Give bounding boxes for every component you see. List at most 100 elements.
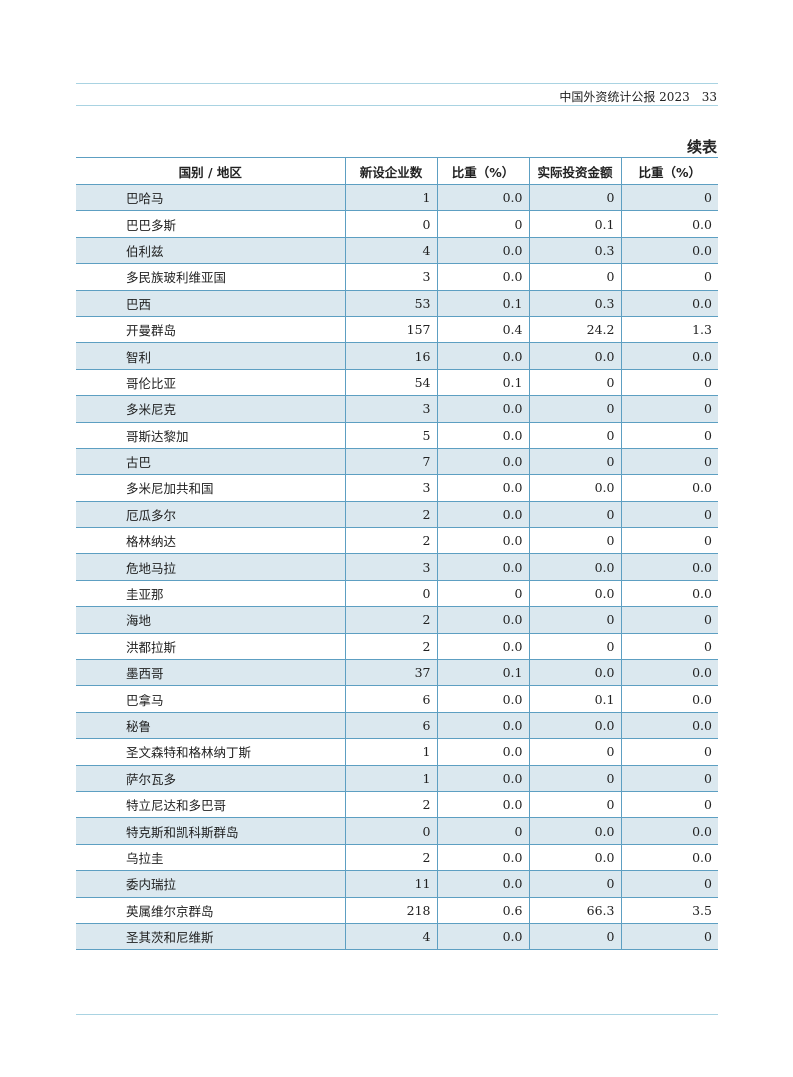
table-row: 智利 16 0.0 0.0 0.0 <box>76 342 718 370</box>
cell-actual-investment: 0.1 <box>528 210 621 238</box>
table-caption: 续表 <box>686 138 717 156</box>
cell-share-investment: 0.0 <box>620 237 718 265</box>
table-row: 伯利兹 4 0.0 0.3 0.0 <box>76 237 718 265</box>
cell-country: 哥伦比亚 <box>76 369 345 397</box>
cell-actual-investment: 0 <box>528 606 621 634</box>
cell-share-investment: 0 <box>620 395 718 423</box>
cell-actual-investment: 0.0 <box>528 844 621 872</box>
cell-share-enterprises: 0.0 <box>436 448 529 476</box>
cell-share-enterprises: 0 <box>436 580 529 608</box>
cell-share-investment: 0 <box>620 501 718 529</box>
cell-share-investment: 0 <box>620 527 718 555</box>
cell-country: 乌拉圭 <box>76 844 345 872</box>
cell-new-enterprises: 2 <box>344 527 437 555</box>
cell-new-enterprises: 6 <box>344 712 437 740</box>
cell-share-investment: 0 <box>620 606 718 634</box>
cell-new-enterprises: 7 <box>344 448 437 476</box>
cell-country: 格林纳达 <box>76 527 345 555</box>
cell-share-investment: 0 <box>620 923 718 951</box>
cell-actual-investment: 0 <box>528 369 621 397</box>
table-row: 多民族玻利维亚国 3 0.0 0 0 <box>76 263 718 291</box>
cell-new-enterprises: 2 <box>344 844 437 872</box>
cell-share-enterprises: 0.0 <box>436 870 529 898</box>
cell-share-investment: 0.0 <box>620 342 718 370</box>
table-row: 哥伦比亚 54 0.1 0 0 <box>76 369 718 397</box>
table-row: 格林纳达 2 0.0 0 0 <box>76 527 718 555</box>
cell-new-enterprises: 5 <box>344 422 437 449</box>
table-row: 特克斯和凯科斯群岛 0 0 0.0 0.0 <box>76 817 718 845</box>
cell-share-investment: 0.0 <box>620 659 718 687</box>
cell-share-enterprises: 0 <box>436 817 529 845</box>
table-row: 萨尔瓦多 1 0.0 0 0 <box>76 765 718 792</box>
cell-actual-investment: 0 <box>528 633 621 661</box>
cell-share-enterprises: 0.6 <box>436 897 529 924</box>
cell-share-investment: 0.0 <box>620 712 718 740</box>
cell-share-enterprises: 0.0 <box>436 263 529 291</box>
cell-share-investment: 0 <box>620 633 718 661</box>
cell-country: 多米尼克 <box>76 395 345 423</box>
table-row: 特立尼达和多巴哥 2 0.0 0 0 <box>76 791 718 819</box>
header-bottom-rule <box>76 105 718 106</box>
cell-new-enterprises: 11 <box>344 870 437 898</box>
cell-share-investment: 0 <box>620 369 718 397</box>
cell-actual-investment: 0.3 <box>528 290 621 317</box>
cell-country: 特立尼达和多巴哥 <box>76 791 345 819</box>
cell-actual-investment: 24.2 <box>528 316 621 344</box>
cell-country: 海地 <box>76 606 345 634</box>
cell-new-enterprises: 1 <box>344 765 437 792</box>
cell-country: 厄瓜多尔 <box>76 501 345 529</box>
cell-actual-investment: 0.0 <box>528 553 621 581</box>
table-row: 古巴 7 0.0 0 0 <box>76 448 718 476</box>
cell-actual-investment: 0.3 <box>528 237 621 265</box>
cell-share-enterprises: 0.0 <box>436 791 529 819</box>
page-number: 33 <box>701 90 717 104</box>
cell-new-enterprises: 218 <box>344 897 437 924</box>
cell-new-enterprises: 157 <box>344 316 437 344</box>
cell-share-investment: 0.0 <box>620 844 718 872</box>
cell-new-enterprises: 2 <box>344 791 437 819</box>
cell-new-enterprises: 3 <box>344 474 437 502</box>
cell-country: 伯利兹 <box>76 237 345 265</box>
cell-actual-investment: 0 <box>528 263 621 291</box>
cell-actual-investment: 0 <box>528 422 621 449</box>
cell-new-enterprises: 1 <box>344 738 437 766</box>
cell-share-investment: 0.0 <box>620 210 718 238</box>
cell-country: 圣其茨和尼维斯 <box>76 923 345 951</box>
cell-new-enterprises: 37 <box>344 659 437 687</box>
cell-share-enterprises: 0.0 <box>436 844 529 872</box>
table-row: 圣其茨和尼维斯 4 0.0 0 0 <box>76 923 718 951</box>
table-row: 巴巴多斯 0 0 0.1 0.0 <box>76 210 718 238</box>
cell-country: 多米尼加共和国 <box>76 474 345 502</box>
cell-actual-investment: 0.1 <box>528 685 621 713</box>
cell-share-investment: 0 <box>620 738 718 766</box>
cell-new-enterprises: 16 <box>344 342 437 370</box>
cell-actual-investment: 66.3 <box>528 897 621 924</box>
table-row: 委内瑞拉 11 0.0 0 0 <box>76 870 718 898</box>
cell-share-enterprises: 0.0 <box>436 738 529 766</box>
cell-share-investment: 0.0 <box>620 817 718 845</box>
cell-new-enterprises: 4 <box>344 237 437 265</box>
cell-actual-investment: 0.0 <box>528 342 621 370</box>
cell-country: 古巴 <box>76 448 345 476</box>
cell-country: 秘鲁 <box>76 712 345 740</box>
table-row: 哥斯达黎加 5 0.0 0 0 <box>76 422 718 449</box>
cell-actual-investment: 0 <box>528 738 621 766</box>
cell-new-enterprises: 3 <box>344 263 437 291</box>
cell-share-investment: 0 <box>620 870 718 898</box>
cell-actual-investment: 0.0 <box>528 474 621 502</box>
cell-share-enterprises: 0.0 <box>436 685 529 713</box>
cell-country: 巴哈马 <box>76 184 345 212</box>
investment-table: 国别 / 地区 新设企业数 比重（%） 实际投资金额 比重（%） 巴哈马 1 0.0… <box>76 157 718 951</box>
cell-actual-investment: 0.0 <box>528 712 621 740</box>
cell-country: 多民族玻利维亚国 <box>76 263 345 291</box>
table-row: 墨西哥 37 0.1 0.0 0.0 <box>76 659 718 687</box>
column-header-share-investment: 比重（%） <box>620 157 718 185</box>
cell-new-enterprises: 0 <box>344 210 437 238</box>
cell-new-enterprises: 53 <box>344 290 437 317</box>
column-header-actual-investment: 实际投资金额 <box>528 157 621 185</box>
cell-country: 哥斯达黎加 <box>76 422 345 449</box>
table-row: 秘鲁 6 0.0 0.0 0.0 <box>76 712 718 740</box>
cell-share-investment: 0 <box>620 448 718 476</box>
header-top-rule <box>76 83 718 84</box>
table-row: 巴西 53 0.1 0.3 0.0 <box>76 290 718 317</box>
